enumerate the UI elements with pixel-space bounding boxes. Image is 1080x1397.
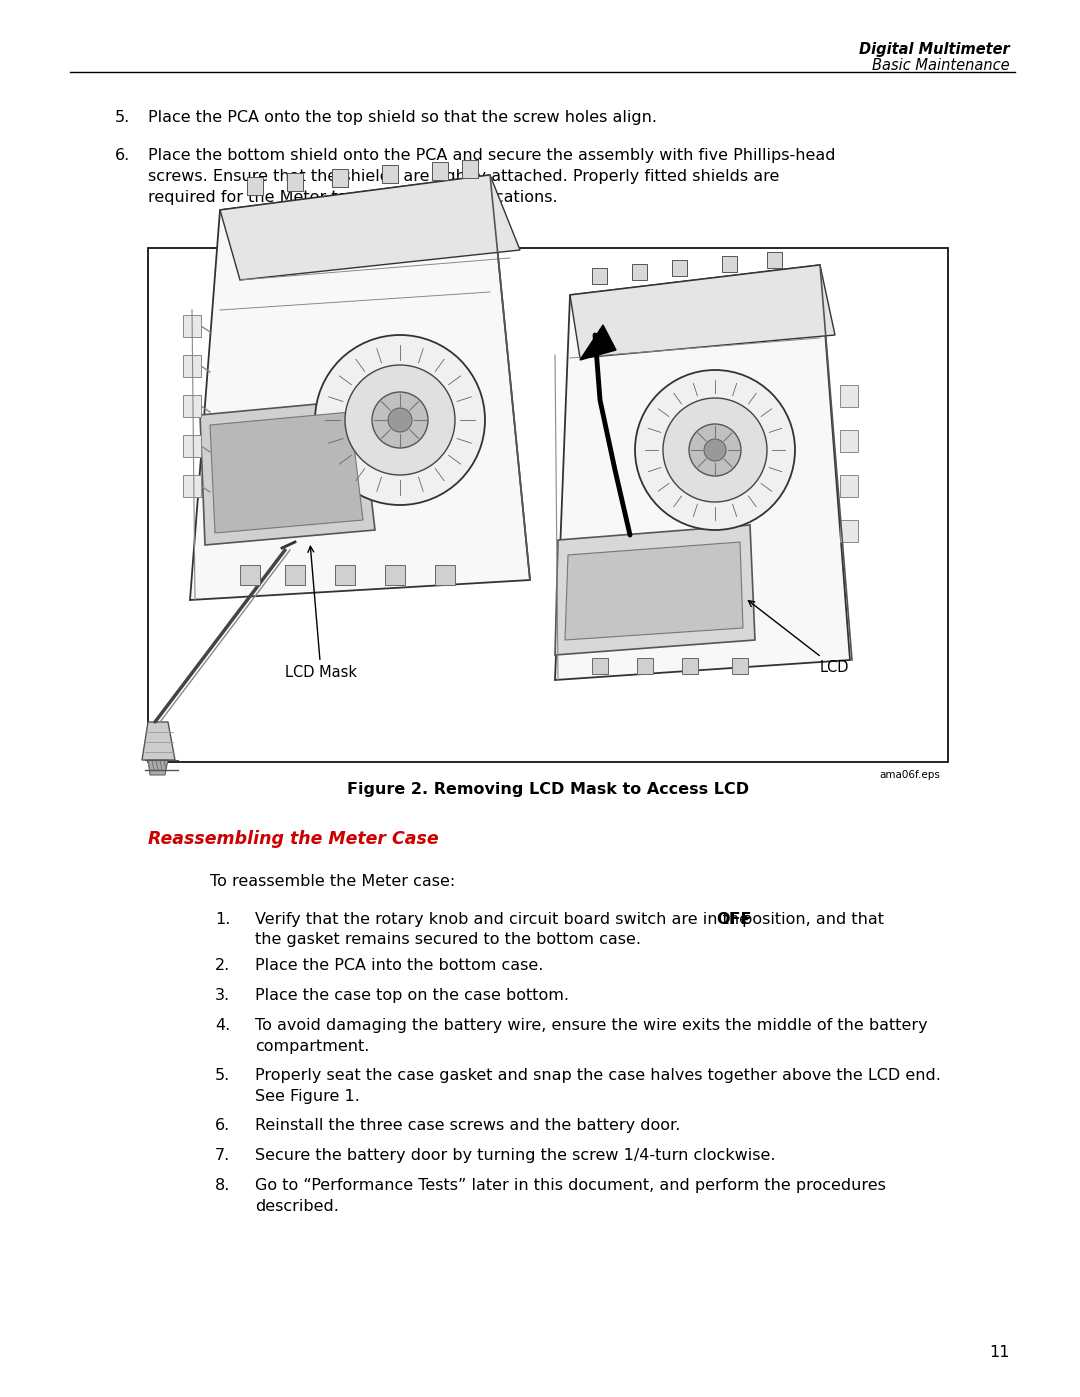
Polygon shape [190, 175, 530, 599]
Text: the gasket remains secured to the bottom case.: the gasket remains secured to the bottom… [255, 932, 642, 947]
Bar [592, 268, 607, 284]
Bar [183, 395, 201, 416]
Circle shape [663, 398, 767, 502]
Text: position, and that: position, and that [738, 912, 885, 928]
Bar [840, 386, 858, 407]
Circle shape [388, 408, 411, 432]
Text: To avoid damaging the battery wire, ensure the wire exits the middle of the batt: To avoid damaging the battery wire, ensu… [255, 1018, 928, 1053]
Text: Reinstall the three case screws and the battery door.: Reinstall the three case screws and the … [255, 1118, 680, 1133]
Bar [592, 658, 608, 673]
Bar [672, 260, 687, 277]
Polygon shape [565, 542, 743, 640]
Bar [723, 256, 737, 272]
Polygon shape [570, 265, 835, 358]
Polygon shape [580, 326, 616, 360]
Bar [247, 177, 264, 196]
Bar [840, 475, 858, 497]
Text: To reassemble the Meter case:: To reassemble the Meter case: [210, 875, 456, 888]
Circle shape [315, 335, 485, 504]
Text: 5.: 5. [114, 110, 131, 124]
Text: Verify that the rotary knob and circuit board switch are in the: Verify that the rotary knob and circuit … [255, 912, 754, 928]
Text: Place the case top on the case bottom.: Place the case top on the case bottom. [255, 988, 569, 1003]
Text: Figure 2. Removing LCD Mask to Access LCD: Figure 2. Removing LCD Mask to Access LC… [347, 782, 750, 798]
Polygon shape [220, 175, 519, 279]
Text: Place the PCA onto the top shield so that the screw holes align.: Place the PCA onto the top shield so tha… [148, 110, 657, 124]
Text: 1.: 1. [215, 912, 230, 928]
Polygon shape [210, 412, 363, 534]
Polygon shape [200, 400, 375, 545]
Text: LCD Mask: LCD Mask [285, 546, 357, 680]
Text: Digital Multimeter: Digital Multimeter [860, 42, 1010, 57]
Text: OFF: OFF [716, 912, 752, 928]
Text: 7.: 7. [215, 1148, 230, 1162]
Text: 8.: 8. [215, 1178, 230, 1193]
Polygon shape [555, 265, 850, 680]
Text: 6.: 6. [114, 148, 131, 163]
Text: Properly seat the case gasket and snap the case halves together above the LCD en: Properly seat the case gasket and snap t… [255, 1067, 941, 1104]
Text: ama06f.eps: ama06f.eps [879, 770, 940, 780]
Bar [732, 658, 748, 673]
Bar [240, 564, 260, 585]
Bar [183, 355, 201, 377]
Bar [840, 430, 858, 453]
Circle shape [372, 393, 428, 448]
Bar [183, 314, 201, 337]
Text: Secure the battery door by turning the screw 1/4-turn clockwise.: Secure the battery door by turning the s… [255, 1148, 775, 1162]
Polygon shape [148, 760, 168, 775]
Bar [681, 658, 698, 673]
Text: Reassembling the Meter Case: Reassembling the Meter Case [148, 830, 438, 848]
Bar [840, 520, 858, 542]
Polygon shape [555, 525, 755, 655]
Text: Basic Maintenance: Basic Maintenance [873, 59, 1010, 73]
Circle shape [345, 365, 455, 475]
Bar [435, 564, 455, 585]
Text: LCD: LCD [748, 601, 850, 675]
Bar [183, 475, 201, 497]
Circle shape [635, 370, 795, 529]
Text: 11: 11 [989, 1345, 1010, 1361]
Bar [148, 249, 948, 761]
Text: 2.: 2. [215, 958, 230, 972]
Text: Place the PCA into the bottom case.: Place the PCA into the bottom case. [255, 958, 543, 972]
Bar [384, 564, 405, 585]
Bar [767, 251, 782, 268]
Bar [637, 658, 653, 673]
Bar [462, 161, 478, 177]
Text: 5.: 5. [215, 1067, 230, 1083]
Bar [183, 434, 201, 457]
Bar [632, 264, 647, 279]
Bar [285, 564, 305, 585]
Text: 4.: 4. [215, 1018, 230, 1032]
Text: 3.: 3. [215, 988, 230, 1003]
Circle shape [704, 439, 726, 461]
Bar [332, 169, 348, 187]
Circle shape [689, 425, 741, 476]
Bar [432, 162, 448, 180]
Bar [382, 165, 399, 183]
Polygon shape [141, 722, 175, 760]
Text: Go to “Performance Tests” later in this document, and perform the procedures
des: Go to “Performance Tests” later in this … [255, 1178, 886, 1214]
Text: 6.: 6. [215, 1118, 230, 1133]
Bar [287, 173, 303, 191]
Text: Place the bottom shield onto the PCA and secure the assembly with five Phillips-: Place the bottom shield onto the PCA and… [148, 148, 836, 205]
Bar [335, 564, 355, 585]
